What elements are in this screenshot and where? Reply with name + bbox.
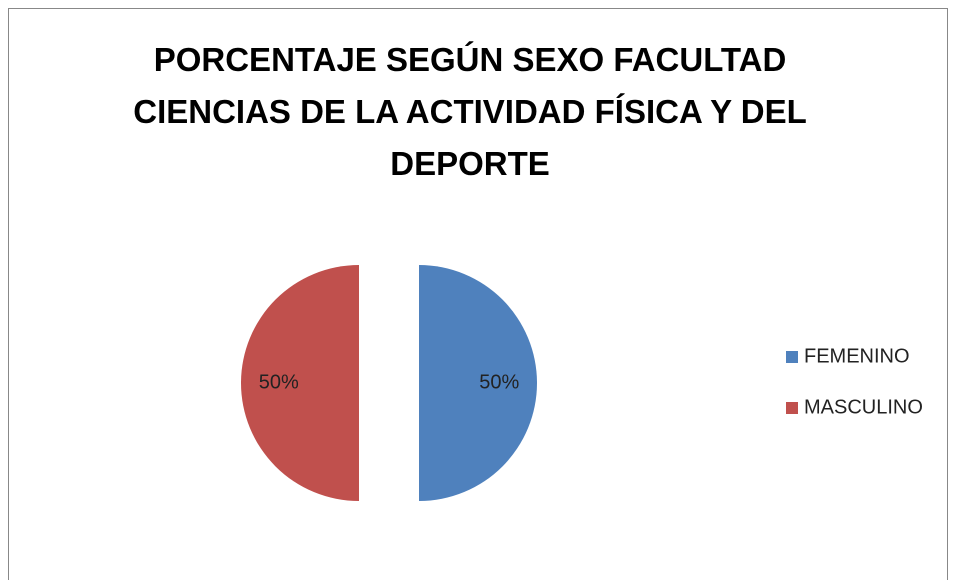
legend-swatch <box>786 351 798 363</box>
legend-swatch <box>786 402 798 414</box>
pie-slice <box>419 265 537 501</box>
chart-border <box>8 8 948 580</box>
data-label: 50% <box>479 371 519 393</box>
data-label: 50% <box>259 371 299 393</box>
legend-label: FEMENINO <box>804 345 910 367</box>
legend-label: MASCULINO <box>804 396 923 418</box>
chart-title: PORCENTAJE SEGÚN SEXO FACULTAD CIENCIAS … <box>133 41 807 182</box>
pie-slice <box>241 265 359 501</box>
